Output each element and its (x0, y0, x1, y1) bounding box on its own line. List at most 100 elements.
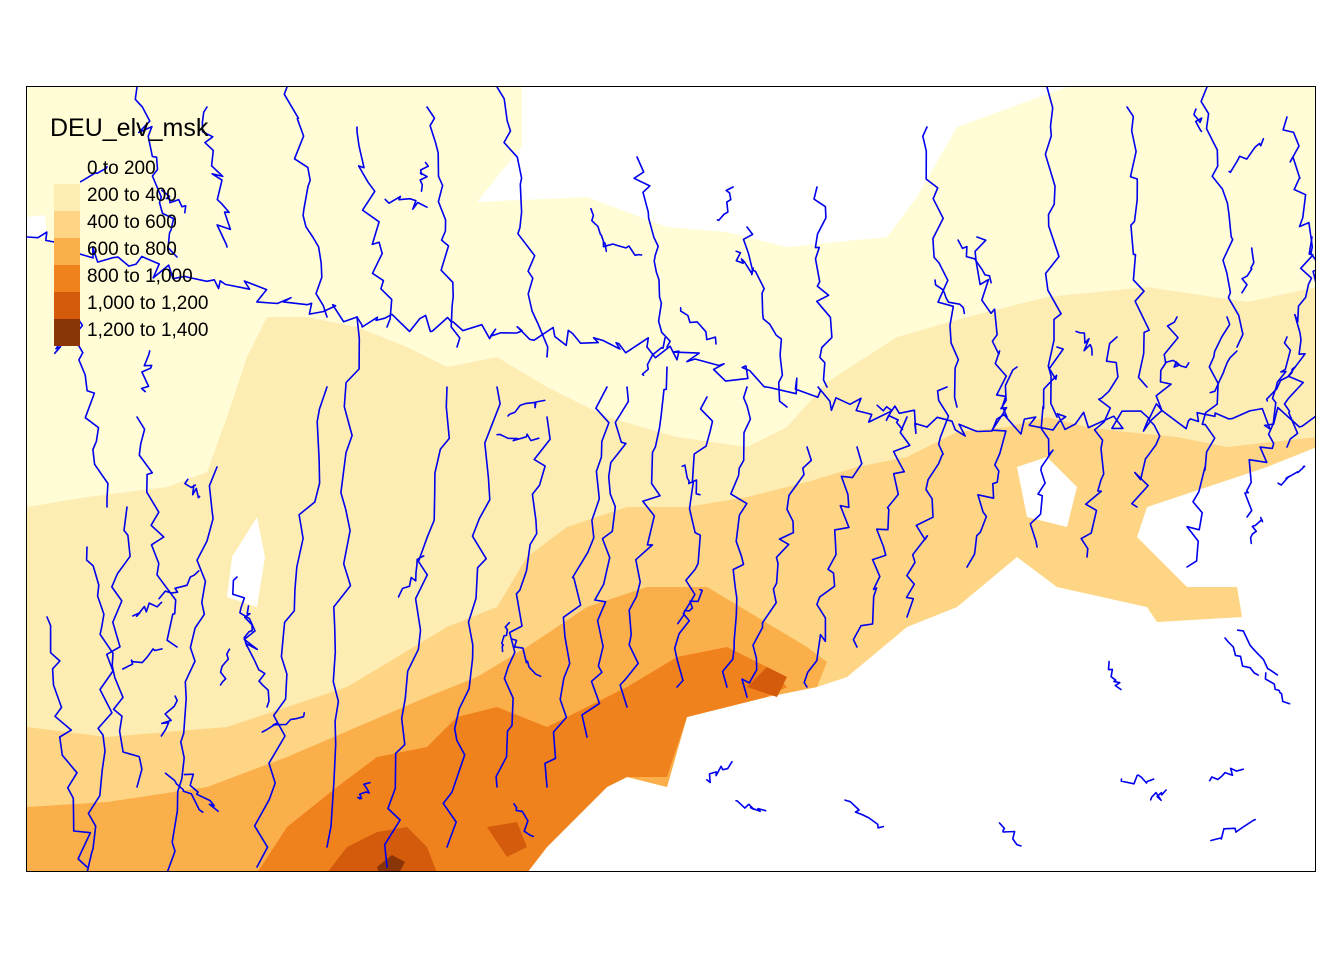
elevation-map (27, 87, 1315, 871)
legend-label: 200 to 400 (87, 185, 177, 206)
river (27, 231, 358, 323)
river (511, 638, 542, 678)
river (926, 406, 1315, 437)
river (46, 616, 92, 868)
river (383, 386, 451, 868)
river (1186, 316, 1231, 568)
river (934, 279, 966, 315)
river (677, 588, 703, 625)
elevation-raster (27, 87, 1315, 871)
river (1208, 767, 1244, 782)
river (243, 605, 253, 647)
river (1120, 774, 1155, 785)
river (803, 446, 863, 688)
river (633, 156, 671, 348)
river (356, 126, 393, 328)
river (158, 570, 200, 600)
river (161, 189, 187, 214)
river (844, 799, 885, 829)
river (1149, 789, 1167, 802)
legend-title: DEU_elv_msk (50, 114, 209, 142)
river (356, 313, 650, 354)
river (1126, 106, 1150, 388)
river (1264, 672, 1291, 705)
river (501, 621, 511, 653)
river (742, 226, 788, 408)
river (201, 106, 232, 248)
river (998, 822, 1022, 847)
river (496, 433, 540, 442)
river (122, 648, 163, 670)
river (283, 87, 328, 318)
river (619, 366, 668, 708)
river (1277, 465, 1306, 486)
elevation-zone-0-to-200 (27, 87, 1315, 507)
legend-label: 1,200 to 1,400 (87, 320, 209, 341)
legend-swatch (54, 211, 80, 238)
river (1164, 359, 1190, 369)
river (134, 87, 178, 258)
river (1193, 108, 1203, 133)
river (852, 416, 911, 648)
elevation-zone-800-to-1000 (258, 647, 787, 871)
legend-label: 1,000 to 1,200 (87, 293, 209, 314)
elevation-zone-600-to-800 (27, 587, 827, 871)
river (735, 250, 754, 276)
legend-swatch (54, 292, 80, 319)
river (544, 386, 610, 788)
river (1265, 366, 1296, 402)
river (602, 241, 643, 257)
river (507, 399, 546, 417)
river (1282, 116, 1315, 283)
legend-label: 400 to 600 (87, 212, 177, 233)
river (679, 307, 717, 345)
elevation-zone-1200-to-1400 (377, 855, 405, 871)
river (132, 601, 163, 618)
river (1210, 818, 1256, 842)
river (426, 106, 461, 348)
river (1080, 336, 1119, 558)
river (1224, 637, 1259, 676)
river (261, 712, 306, 733)
legend-label: 600 to 800 (87, 239, 177, 260)
river (1131, 316, 1179, 508)
river (140, 350, 153, 393)
river (136, 416, 178, 648)
river (495, 416, 551, 788)
legend-swatch (54, 157, 80, 184)
river (1200, 87, 1244, 348)
masked-area (27, 215, 1315, 871)
river (184, 478, 201, 499)
river (646, 345, 928, 435)
river (590, 207, 608, 253)
river (581, 386, 630, 738)
elevation-zone-1000-to-1200 (328, 667, 787, 871)
river (1029, 346, 1064, 548)
river (681, 464, 701, 496)
river (641, 337, 666, 376)
river (384, 195, 428, 210)
river (1236, 629, 1279, 676)
river (1283, 236, 1314, 448)
legend-label: 800 to 1,000 (87, 266, 193, 287)
river (922, 126, 960, 408)
river (419, 161, 430, 192)
river (721, 386, 752, 688)
river-network (27, 87, 1315, 871)
legend-swatch (54, 184, 80, 211)
river (166, 466, 218, 871)
river (219, 648, 231, 686)
river (253, 386, 328, 868)
river (876, 404, 904, 431)
river (673, 396, 714, 688)
river (160, 695, 178, 737)
river (85, 546, 143, 788)
legend-label: 0 to 200 (87, 158, 156, 179)
river (1244, 336, 1292, 518)
river (1044, 87, 1062, 418)
river (1107, 660, 1122, 691)
river (813, 186, 833, 388)
river (735, 799, 767, 813)
river (442, 386, 501, 848)
river (183, 773, 219, 813)
